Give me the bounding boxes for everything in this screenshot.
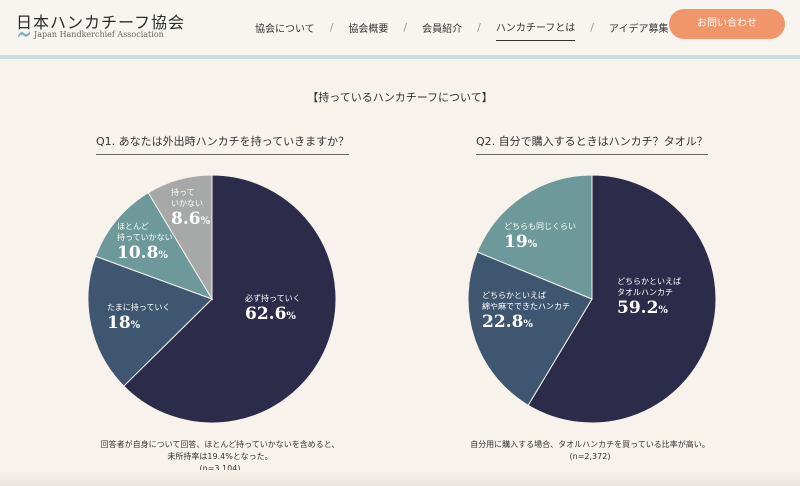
nav-separator: / xyxy=(477,20,481,34)
q2-label-same: どちらも同じくらい 19% xyxy=(504,221,576,255)
slice-label-text: ほとんど 持っていかない xyxy=(117,222,173,242)
bottom-fade xyxy=(0,470,800,486)
handkerchief-logo-icon xyxy=(18,31,30,38)
slice-value: 19% xyxy=(504,232,538,252)
q1-pie-chart xyxy=(87,174,337,424)
nav-separator: / xyxy=(403,20,408,34)
nav-item-handkerchief[interactable]: ハンカチーフとは xyxy=(495,19,576,41)
slice-label-text: 持って いかない xyxy=(171,188,203,208)
pie-slice-3 xyxy=(94,191,214,300)
slice-value: 18% xyxy=(107,313,141,333)
logo-title[interactable]: 日本ハンカチーフ協会 xyxy=(16,13,186,32)
nav-item-members[interactable]: 会員紹介 xyxy=(422,23,463,35)
q1-label-sometimes: たまに持っていく 18% xyxy=(107,302,170,336)
pie-slice-1 xyxy=(123,174,337,424)
q1-note-line-2: 未所持率は19.4%となった。 xyxy=(167,452,273,461)
pie-slice-1 xyxy=(527,174,717,424)
main-nav: 協会について / 協会概要 / 会員紹介 / ハンカチーフとは / アイデア募集 xyxy=(255,19,668,41)
slice-label-text: どちらも同じくらい xyxy=(504,222,576,231)
pie-slice-3 xyxy=(476,174,593,300)
nav-item-about[interactable]: 協会について xyxy=(255,23,315,35)
pie-slice-2 xyxy=(87,255,213,387)
q2-note-line-1: 自分用に購入する場合、タオルハンカチを買っている比率が高い。 xyxy=(470,440,710,449)
q1-note: 回答者が自身について回答、ほとんど持っていかないを含めると、 未所持率は19.4… xyxy=(70,439,370,475)
slice-label-text: たまに持っていく xyxy=(107,303,171,312)
slice-label-text: どちらかといえば 綿や麻でできたハンカチ xyxy=(482,291,570,311)
q2-pie-chart xyxy=(467,174,717,424)
logo-subtitle[interactable]: Japan Handkerchief Association xyxy=(18,30,164,39)
slice-value: 59.2% xyxy=(617,298,668,318)
site-header: 日本ハンカチーフ協会 Japan Handkerchief Associatio… xyxy=(0,0,800,55)
slice-value: 22.8% xyxy=(482,312,533,332)
slice-value: 8.6% xyxy=(171,209,211,229)
q1-label-never: 持って いかない 8.6% xyxy=(171,187,210,232)
slice-value: 10.8% xyxy=(117,243,168,263)
q2-note-n: (n=2,372) xyxy=(569,452,611,461)
q1-label-rarely: ほとんど 持っていかない 10.8% xyxy=(117,221,173,266)
header-divider xyxy=(0,55,800,59)
q2-label-cotton: どちらかといえば 綿や麻でできたハンカチ 22.8% xyxy=(482,290,570,335)
slice-label-text: 必ず持っていく xyxy=(245,294,301,303)
slice-value: 62.6% xyxy=(245,304,296,324)
pie-slice-4 xyxy=(147,174,213,301)
nav-separator: / xyxy=(329,20,334,34)
q1-title: Q1. あなたは外出時ハンカチを持っていきますか？ xyxy=(96,133,350,155)
q2-title: Q2. 自分で購入するときはハンカチ？タオル？ xyxy=(476,133,708,155)
q1-note-line-1: 回答者が自身について回答、ほとんど持っていかないを含めると、 xyxy=(100,440,340,449)
contact-button[interactable]: お問い合わせ xyxy=(669,9,785,39)
slice-label-text: どちらかといえば タオルハンカチ xyxy=(617,277,681,297)
nav-separator: / xyxy=(590,20,594,34)
q2-note: 自分用に購入する場合、タオルハンカチを買っている比率が高い。 (n=2,372) xyxy=(440,439,740,463)
logo-subtitle-text: Japan Handkerchief Association xyxy=(34,30,164,39)
q1-label-always: 必ず持っていく 62.6% xyxy=(245,293,301,327)
q1-note-n: (n=3,104) xyxy=(199,464,241,473)
nav-item-overview[interactable]: 協会概要 xyxy=(348,23,389,35)
q2-label-towel: どちらかといえば タオルハンカチ 59.2% xyxy=(617,276,681,321)
pie-slice-2 xyxy=(467,251,593,406)
nav-item-ideas[interactable]: アイデア募集 xyxy=(608,23,669,35)
section-title: 【持っているハンカチーフについて】 xyxy=(307,91,493,104)
